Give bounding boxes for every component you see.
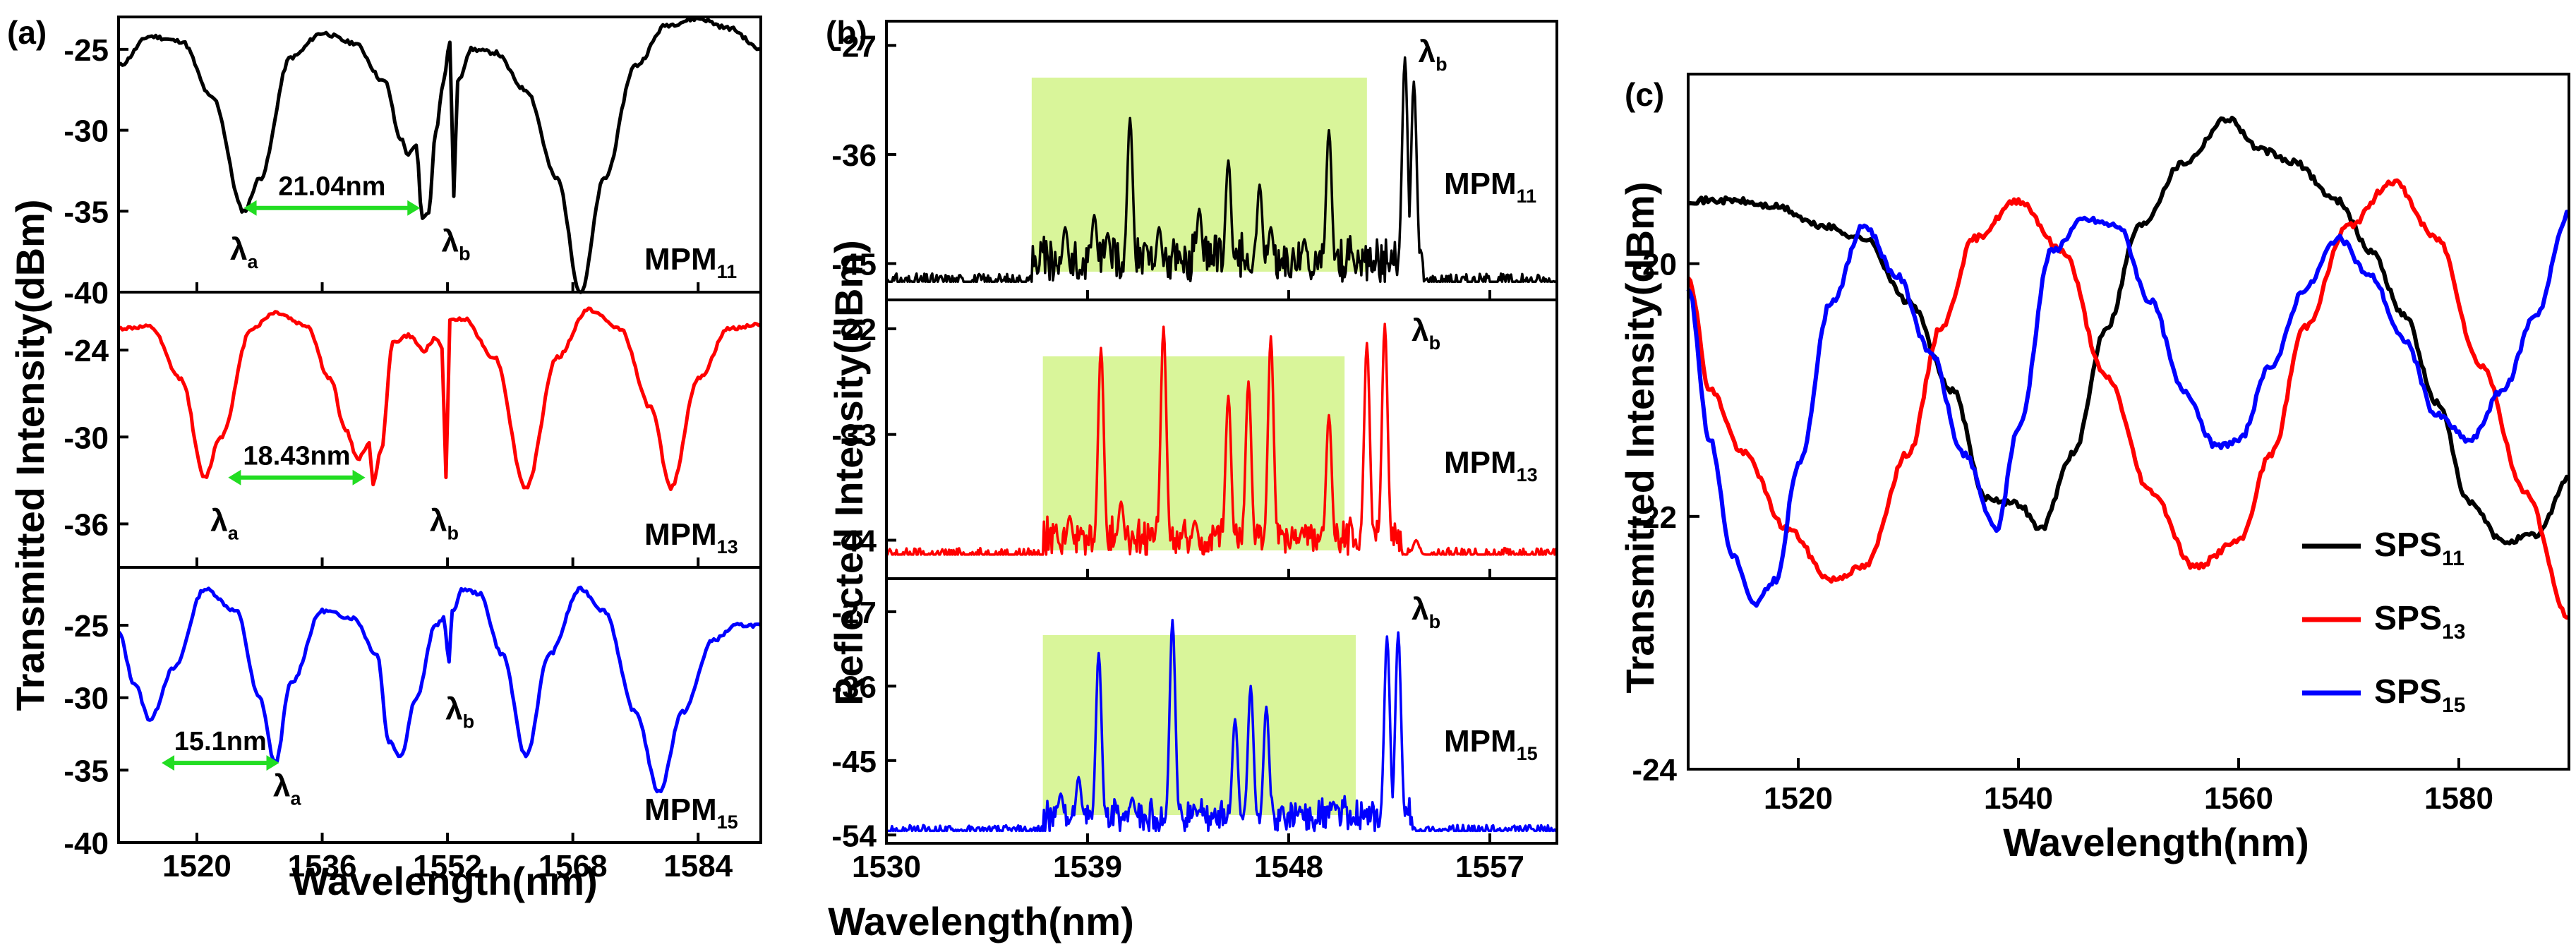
panel-b-lambda-b: λb (1412, 313, 1440, 354)
panel-c-y-tick-label: -24 (1632, 753, 1677, 788)
panel-a-ylabel: Transmitted Intensity(dBm) (8, 200, 52, 711)
panel-c-sps13-line (1686, 178, 2569, 620)
panel-c-y-tick-label: -22 (1632, 500, 1677, 535)
panel-b-mpm15-line (886, 618, 1558, 833)
panel-a-mpm13-label: MPM13 (644, 517, 738, 557)
panel-c-x-tick-label: 1540 (1984, 781, 2053, 816)
panel-c-legend-sps11: SPS11 (2374, 526, 2464, 570)
panel-a-subplot-mpm15: -40 -35 -30 -25 MPM15 λa λb 15.1nm (64, 566, 762, 861)
panel-a-xlabel: Wavelength(nm) (291, 859, 597, 903)
panel-b-mpm13-label: MPM13 (1444, 445, 1538, 485)
panel-b-y-tick-label: -27 (831, 596, 877, 630)
panel-a-x-tick-label: 1552 (413, 849, 482, 883)
panel-a-y-tick-label: -40 (64, 276, 109, 310)
panel-a-y-tick-label: -30 (64, 421, 109, 455)
panel-a-y-tick-label: -25 (64, 609, 109, 644)
panel-a-mpm11-line (117, 16, 762, 294)
panel-a-y-tick-label: -30 (64, 682, 109, 716)
panel-b-mpm15-label: MPM15 (1444, 724, 1538, 764)
panel-c-legend-sps15: SPS15 (2374, 673, 2465, 717)
panel-b-subplot-mpm11: -45 -36 -27 MPM11 λb (831, 20, 1558, 301)
panel-b-y-tick-label: -36 (831, 670, 877, 704)
panel-b-y-tick-label: -45 (831, 247, 877, 282)
panel-a-lambda-b: λb (442, 224, 471, 265)
panel-c-y-tick-label: -20 (1632, 248, 1677, 282)
panel-b-x-tick-label: 1530 (852, 850, 921, 884)
panel-c-xlabel: Wavelength(nm) (2003, 820, 2309, 864)
panel-b-subplot-mpm13: -44 -33 -22 MPM13 λb (831, 298, 1558, 580)
panel-b-highlight-band (1042, 635, 1356, 815)
panel-a-lambda-a: λa (210, 504, 239, 544)
panel-a-subplot-mpm13: -36 -30 -24 MPM13 λa λb 18.43nm (64, 291, 762, 569)
panel-c-frame (1687, 73, 2570, 771)
panel-b-y-tick-label: -54 (831, 819, 877, 853)
panel-a-spacing-label: 21.04nm (278, 172, 385, 202)
panel-b-highlight-band (1042, 356, 1345, 550)
panel-b-y-tick-label: -36 (831, 138, 877, 173)
panel-b-mpm11-label: MPM11 (1444, 167, 1536, 207)
panel-a-mpm15-label: MPM15 (644, 792, 738, 833)
panel-a-y-tick-label: -40 (64, 826, 109, 861)
panel-a-mpm11-label: MPM11 (644, 242, 737, 282)
panel-a-x-tick-label: 1568 (538, 849, 608, 883)
panel-b-lambda-b: λb (1412, 592, 1440, 632)
panel-b-y-tick-label: -44 (831, 524, 877, 559)
panel-a-y-tick-label: -36 (64, 507, 109, 542)
panel-b-mpm13-line (885, 322, 1558, 556)
panel-b-subplot-mpm15: -54 -45 -36 -27 MPM15 λb (831, 577, 1558, 853)
panel-a-spacing-label: 15.1nm (174, 727, 267, 756)
panel-c-x-tick-label: 1520 (1764, 781, 1833, 816)
panel-b-lambda-b: λb (1419, 35, 1448, 75)
panel-b-x-tick-label: 1539 (1053, 850, 1122, 884)
panel-c-plot: -24 -22 -20 1520 1540 1560 1580 SPS11 SPS13 SPS15 (1632, 73, 2570, 816)
panel-a-y-tick-label: -35 (64, 195, 109, 229)
panel-a-x-tick-label: 1584 (663, 849, 733, 883)
panel-c-ylabel: Transmitted Intensity(dBm) (1618, 182, 1662, 694)
panel-a-lambda-a: λa (273, 768, 301, 809)
panel-a-subplot-frame (117, 566, 762, 844)
panel-b-label: (b) (826, 14, 867, 51)
panel-b-x-tick-label: 1548 (1254, 850, 1323, 884)
panel-c-legend-sps13: SPS13 (2374, 600, 2465, 644)
panel-b-subplot-frame (885, 577, 1558, 845)
panel-a-mpm13-line (118, 306, 762, 491)
panel-a-label: (a) (7, 14, 47, 51)
panel-a-y-tick-label: -25 (64, 33, 109, 68)
panel-c-label: (c) (1625, 76, 1664, 113)
panel-b-xlabel: Wavelength(nm) (828, 899, 1133, 943)
panel-a-mpm15-line (117, 585, 762, 794)
panel-a-x-tick-label: 1536 (288, 849, 357, 883)
panel-a-spacing-arrowheads (162, 755, 279, 771)
panel-b-y-tick-label: -27 (831, 29, 877, 64)
panel-a-y-tick-label: -35 (64, 754, 109, 788)
panel-b-x-tick-label: 1557 (1455, 850, 1524, 884)
panel-a-spacing-label: 18.43nm (243, 442, 350, 471)
panel-a-subplot-mpm11: -40 -35 -30 -25 MPM11 λa λb 21.04nm (64, 16, 762, 310)
panel-a-lambda-b: λb (445, 692, 474, 732)
panel-b-highlight-band (1031, 78, 1367, 272)
panel-b-y-tick-label: -22 (831, 313, 877, 347)
panel-c-sps15-line (1686, 210, 2570, 608)
plots-layer: -40 -35 -30 -25 MPM11 λa λb 21.04nm -36 -30 -24 MPM… (64, 16, 2570, 884)
panel-a-y-tick-label: -30 (64, 114, 109, 149)
panel-c-x-tick-label: 1560 (2204, 781, 2273, 816)
panel-a-x-tick-label: 1520 (162, 849, 231, 883)
panel-b-mpm11-line (885, 56, 1558, 283)
panel-b-y-tick-label: -33 (831, 418, 877, 453)
panel-b-ylabel: Reflected Intensity(dBm) (826, 240, 871, 706)
panel-c-x-tick-label: 1580 (2424, 781, 2493, 816)
panel-a-lambda-a: λa (230, 232, 258, 272)
panel-b-y-tick-label: -45 (831, 744, 877, 779)
panel-a-y-tick-label: -24 (64, 334, 109, 368)
panel-a-lambda-b: λb (430, 504, 459, 544)
